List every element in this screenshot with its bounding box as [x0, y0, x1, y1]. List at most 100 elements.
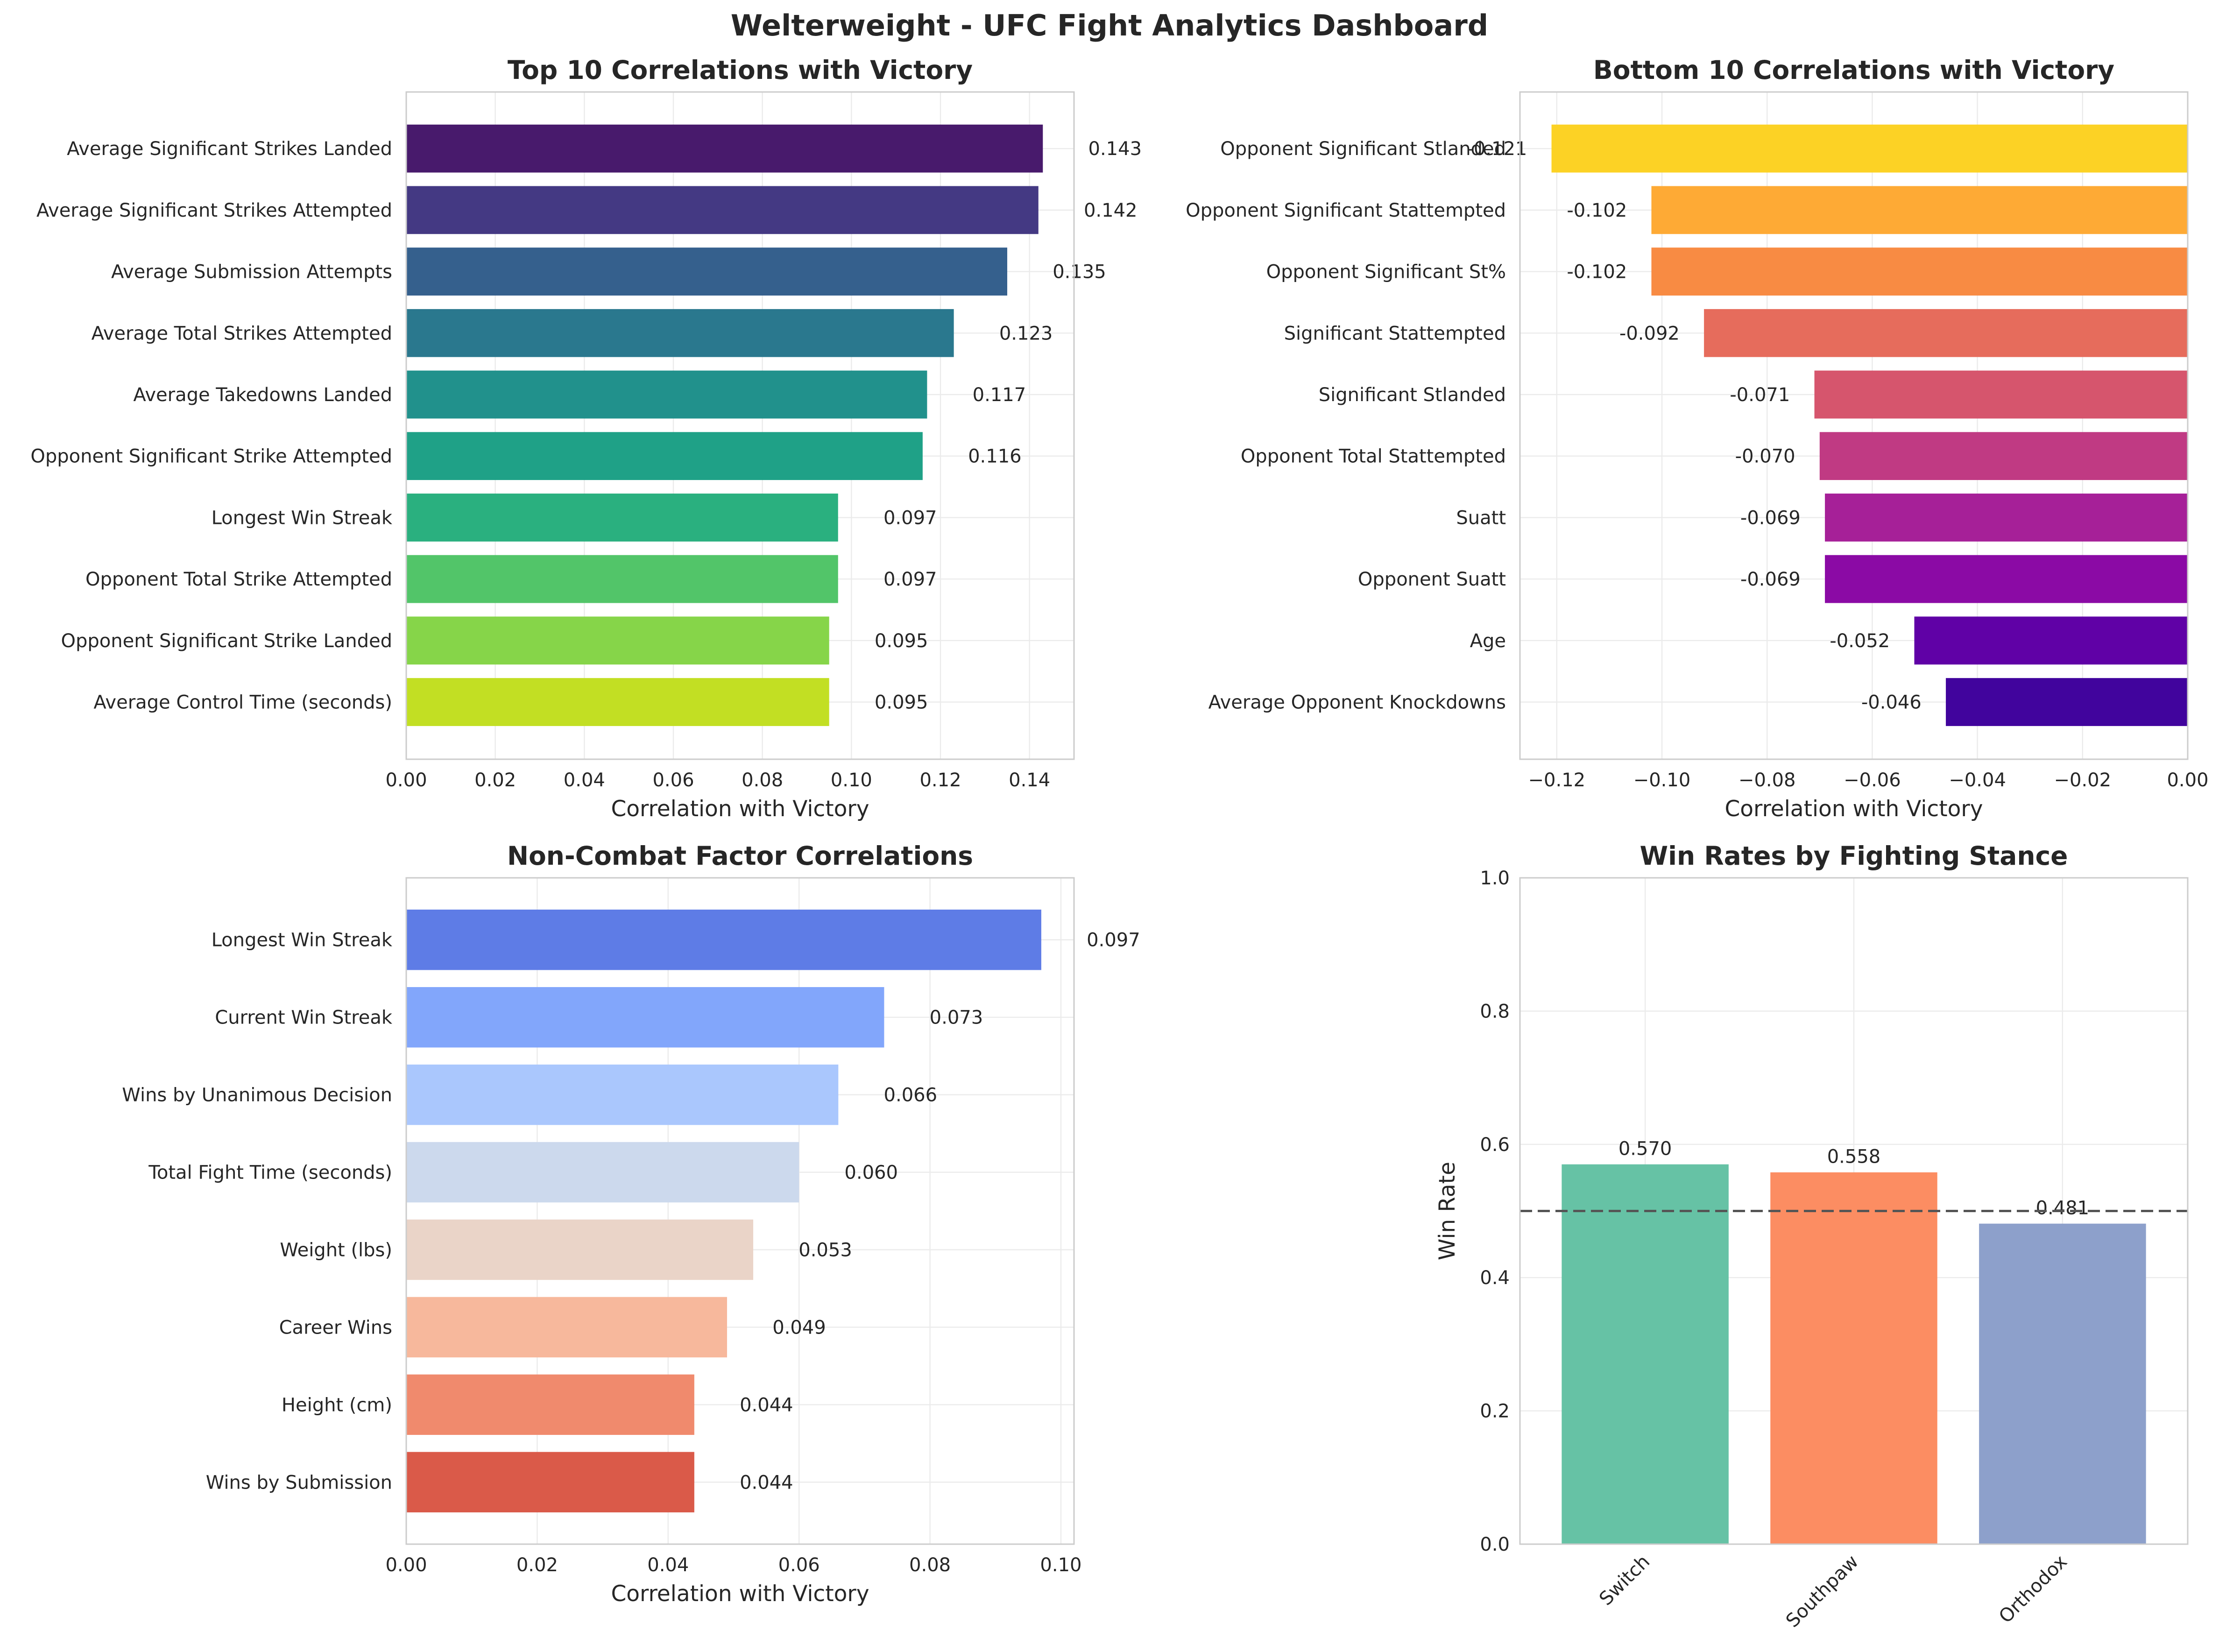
chart-top-correlations: Top 10 Correlations with Victory 0.00 0.02…: [30, 55, 1142, 822]
chart-title: Top 10 Correlations with Victory: [508, 55, 973, 85]
y-category-label: Opponent Significant Stattempted: [1186, 200, 1506, 221]
y-tick-label: 0.2: [1480, 1401, 1510, 1422]
y-category-label: Average Takedowns Landed: [133, 384, 392, 406]
x-category-label: Orthodox: [1995, 1551, 2071, 1628]
bar: [1651, 186, 2188, 234]
x-tick-label: 0.06: [778, 1554, 820, 1576]
plot-frame: [1519, 91, 2189, 760]
plot-frame: [405, 877, 1075, 1545]
data-label: 0.095: [875, 630, 928, 652]
x-tick-label: 0.12: [919, 770, 961, 791]
bar: [406, 1064, 839, 1125]
data-label: 0.044: [740, 1394, 793, 1416]
x-tick-label: −0.08: [1738, 770, 1796, 791]
bar: [1819, 432, 2188, 480]
y-category-label: Longest Win Streak: [212, 930, 393, 951]
bar: [1814, 370, 2188, 419]
bar: [406, 247, 1007, 296]
y-category-label: Average Opponent Knockdowns: [1208, 692, 1506, 713]
x-tick-label: −0.02: [2054, 770, 2112, 791]
data-label: 0.097: [1087, 930, 1140, 951]
y-category-label: Age: [1470, 630, 1506, 652]
bar: [406, 432, 923, 480]
data-label: 0.123: [999, 323, 1053, 344]
y-category-label: Opponent Significant Strike Landed: [61, 630, 393, 652]
y-category-label: Opponent Significant Stlanded: [1220, 138, 1506, 160]
x-tick-label: 0.10: [1040, 1554, 1081, 1576]
y-category-label: Average Submission Attempts: [111, 261, 392, 283]
bar: [406, 1142, 799, 1203]
data-label: 0.143: [1088, 138, 1142, 160]
data-label: 0.117: [973, 384, 1026, 406]
data-label: -0.092: [1619, 323, 1680, 344]
bar: [406, 1219, 754, 1280]
x-tick-label: −0.04: [1949, 770, 2006, 791]
y-category-label: Total Fight Time (seconds): [148, 1162, 392, 1184]
y-category-label: Opponent Total Stattempted: [1241, 446, 1506, 467]
data-label: 0.060: [844, 1162, 898, 1184]
x-tick-label: −0.12: [1528, 770, 1586, 791]
bar: [406, 1452, 694, 1512]
bar: [406, 987, 884, 1048]
data-label: 0.135: [1053, 261, 1106, 283]
data-label: -0.069: [1740, 507, 1801, 529]
x-axis-label: Correlation with Victory: [611, 796, 869, 822]
data-label: 0.481: [2036, 1198, 2090, 1219]
chart-bottom-correlations: Bottom 10 Correlations with Victory −0.12…: [1186, 55, 2208, 822]
x-tick-label: 0.10: [831, 770, 872, 791]
plot-frame: [405, 91, 1075, 760]
chart-non-combat: Non-Combat Factor Correlations 0.00 0.02 0.…: [122, 841, 1140, 1607]
data-label: -0.102: [1567, 261, 1627, 283]
data-label: 0.097: [883, 569, 937, 590]
x-tick-label: 0.00: [385, 1554, 427, 1576]
bar: [406, 309, 954, 357]
x-axis-label: Correlation with Victory: [1724, 796, 1983, 822]
y-category-label: Wins by Submission: [206, 1472, 392, 1493]
bar: [1562, 1164, 1729, 1544]
bar: [406, 186, 1039, 234]
data-label: -0.046: [1861, 692, 1922, 713]
x-tick-label: 0.00: [385, 770, 427, 791]
bar: [406, 910, 1041, 970]
x-tick-label: 0.08: [909, 1554, 951, 1576]
bar: [1825, 555, 2188, 603]
y-category-label: Opponent Significant Strike Attempted: [30, 446, 392, 467]
x-category-label: Switch: [1595, 1551, 1654, 1610]
y-tick-label: 1.0: [1480, 868, 1510, 889]
data-label: -0.052: [1830, 630, 1890, 652]
chart-title: Win Rates by Fighting Stance: [1640, 841, 2068, 871]
bar: [406, 1374, 694, 1435]
x-tick-label: 0.08: [742, 770, 783, 791]
y-category-label: Longest Win Streak: [212, 507, 393, 529]
data-label: 0.095: [875, 692, 928, 713]
y-category-label: Career Wins: [279, 1317, 392, 1338]
y-category-label: Average Total Strikes Attempted: [92, 323, 392, 344]
x-tick-label: 0.06: [652, 770, 694, 791]
y-category-label: Suatt: [1456, 507, 1506, 529]
y-tick-label: 0.4: [1480, 1267, 1510, 1289]
y-category-label: Weight (lbs): [280, 1239, 392, 1261]
bar: [406, 678, 829, 726]
bar: [1551, 124, 2188, 173]
data-label: -0.069: [1740, 569, 1801, 590]
data-label: 0.142: [1084, 200, 1138, 221]
plot-frame: [1519, 877, 2189, 1545]
x-tick-label: 0.04: [564, 770, 605, 791]
y-category-label: Wins by Unanimous Decision: [122, 1085, 392, 1106]
y-category-label: Average Significant Strikes Landed: [67, 138, 392, 160]
bar: [1651, 247, 2188, 296]
bar: [1946, 678, 2188, 726]
bar: [406, 616, 829, 665]
data-label: -0.121: [1467, 138, 1527, 160]
data-label: 0.073: [930, 1007, 983, 1029]
x-tick-label: −0.10: [1633, 770, 1691, 791]
data-label: -0.102: [1567, 200, 1627, 221]
x-tick-label: −0.06: [1844, 770, 1901, 791]
y-category-label: Current Win Streak: [215, 1007, 393, 1029]
data-label: 0.570: [1618, 1138, 1672, 1160]
data-label: -0.070: [1735, 446, 1795, 467]
x-tick-label: 0.04: [647, 1554, 689, 1576]
bar: [406, 370, 927, 419]
